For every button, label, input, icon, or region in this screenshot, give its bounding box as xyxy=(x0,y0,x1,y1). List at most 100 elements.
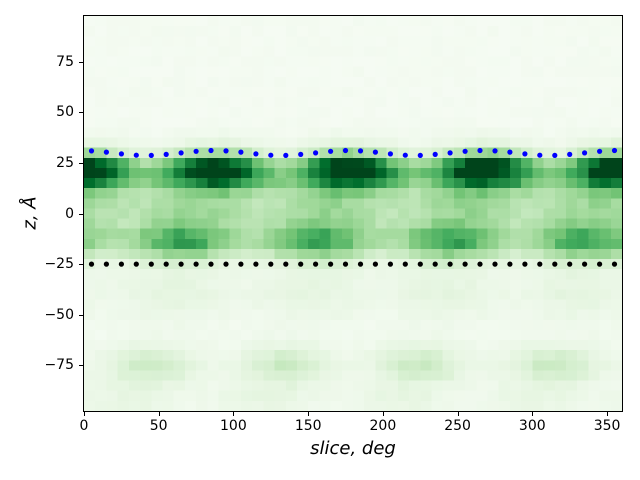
upper-interface-dot xyxy=(432,151,438,157)
lower-interface-dot xyxy=(537,261,543,267)
lower-interface-dot xyxy=(193,261,199,267)
y-tick-label: −75 xyxy=(44,357,74,374)
upper-interface-dot xyxy=(238,149,244,155)
upper-interface-dot xyxy=(611,147,618,154)
upper-interface-dot xyxy=(253,151,259,157)
y-axis-label: z, Å xyxy=(19,196,41,230)
x-tick-label: 100 xyxy=(220,418,247,434)
x-tick-label: 250 xyxy=(444,418,471,434)
upper-interface-dot xyxy=(342,147,349,154)
upper-interface-dot xyxy=(283,152,289,158)
y-tick-label: 50 xyxy=(56,104,74,121)
upper-interface-dot xyxy=(522,151,528,157)
y-tick-label: 25 xyxy=(56,154,74,171)
lower-interface-dot xyxy=(552,261,558,267)
x-tick-mark xyxy=(233,412,235,416)
upper-interface-dot xyxy=(178,150,184,156)
x-tick-mark xyxy=(532,412,534,416)
upper-interface-dot xyxy=(298,151,304,157)
upper-interface-dot xyxy=(387,151,393,157)
lower-interface-dot xyxy=(223,261,229,267)
upper-interface-dot xyxy=(567,151,573,157)
upper-interface-dot xyxy=(88,148,95,154)
heatmap-image xyxy=(84,16,622,411)
lower-interface-dot xyxy=(387,261,393,267)
lower-interface-dot xyxy=(328,261,334,267)
lower-interface-dot xyxy=(88,261,95,267)
y-tick-label: 75 xyxy=(56,53,74,70)
lower-interface-dot xyxy=(253,261,259,267)
x-tick-label: 50 xyxy=(149,418,168,434)
lower-interface-dot xyxy=(372,261,378,267)
upper-interface-dot xyxy=(313,150,319,156)
y-tick-mark xyxy=(79,365,83,367)
lower-interface-dot xyxy=(208,261,214,267)
lower-interface-dot xyxy=(447,261,453,267)
lower-interface-dot xyxy=(417,261,423,267)
y-tick-mark xyxy=(79,162,83,164)
lower-interface-dot xyxy=(507,261,513,267)
lower-interface-dot xyxy=(357,261,364,267)
upper-interface-dot xyxy=(462,148,468,154)
x-tick-mark xyxy=(158,412,160,416)
lower-interface-dot xyxy=(477,261,483,267)
upper-interface-dot xyxy=(133,152,139,158)
x-tick-mark xyxy=(607,412,609,416)
y-tick-mark xyxy=(79,61,83,63)
lower-interface-dot xyxy=(178,261,184,267)
y-tick-label: 0 xyxy=(65,205,74,222)
upper-interface-dot xyxy=(357,148,364,154)
lower-interface-dot xyxy=(522,261,528,267)
lower-interface-dot xyxy=(148,261,154,267)
lower-interface-dot xyxy=(462,261,468,267)
y-tick-mark xyxy=(79,314,83,316)
upper-interface-dot xyxy=(492,148,498,154)
lower-interface-dot xyxy=(163,261,169,267)
plot-area xyxy=(83,15,623,412)
lower-interface-dot xyxy=(133,261,139,267)
upper-interface-dot xyxy=(223,148,229,154)
x-tick-label: 200 xyxy=(369,418,397,434)
upper-interface-dot xyxy=(537,152,543,158)
upper-interface-dot xyxy=(507,149,513,155)
x-axis-label: slice, deg xyxy=(310,438,396,459)
y-tick-mark xyxy=(79,213,83,215)
lower-interface-dot xyxy=(283,261,289,267)
upper-interface-dot xyxy=(477,147,483,154)
lower-interface-dot xyxy=(298,261,304,267)
x-tick-mark xyxy=(84,412,85,416)
lower-interface-dot xyxy=(118,261,124,267)
y-tick-label: −50 xyxy=(44,306,74,323)
x-tick-mark xyxy=(457,412,459,416)
upper-interface-dot xyxy=(328,148,334,154)
lower-interface-dot xyxy=(492,261,498,267)
lower-interface-dot xyxy=(268,261,274,267)
lower-interface-dot xyxy=(402,261,408,267)
lower-interface-dot xyxy=(582,261,588,267)
lower-interface-dot xyxy=(611,261,618,267)
upper-interface-dot xyxy=(372,149,378,155)
upper-interface-dot xyxy=(163,151,169,157)
upper-interface-dot xyxy=(148,152,154,158)
upper-interface-dot xyxy=(402,152,408,158)
x-tick-label: 300 xyxy=(518,418,546,434)
x-tick-label: 150 xyxy=(294,418,322,434)
lower-interface-dot xyxy=(238,261,244,267)
y-tick-label: −25 xyxy=(44,256,74,273)
lower-interface-dot xyxy=(597,261,603,267)
upper-interface-dot xyxy=(582,150,588,156)
lower-interface-dot xyxy=(342,261,349,267)
lower-interface-dot xyxy=(313,261,319,267)
lower-interface-dot xyxy=(432,261,438,267)
upper-interface-dot xyxy=(208,147,214,154)
upper-interface-dot xyxy=(447,150,453,156)
y-tick-mark xyxy=(79,112,83,114)
lower-interface-dot xyxy=(103,261,109,267)
upper-interface-dot xyxy=(597,148,603,154)
upper-interface-dot xyxy=(193,148,199,154)
upper-interface-dot xyxy=(103,149,109,155)
scatter-overlay xyxy=(88,147,618,267)
upper-interface-dot xyxy=(268,152,274,158)
y-tick-mark xyxy=(79,264,83,266)
